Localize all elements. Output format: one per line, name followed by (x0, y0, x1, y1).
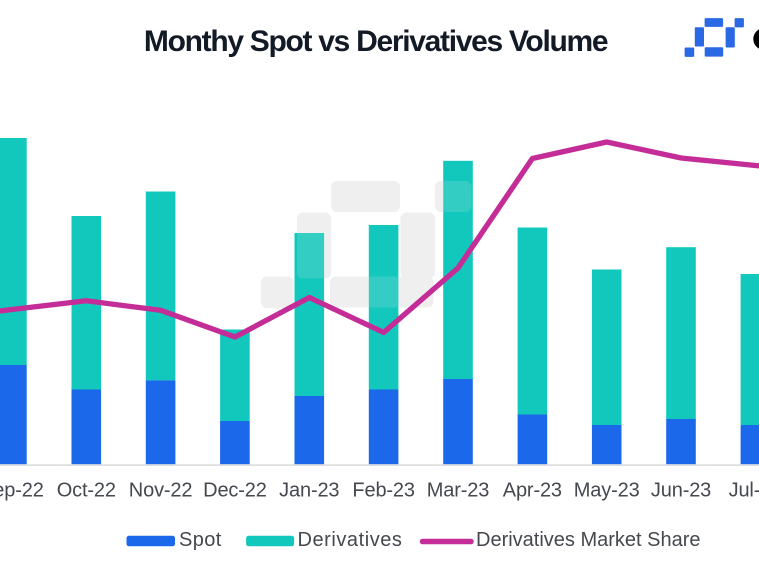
svg-text:Spot: Spot (179, 529, 222, 551)
svg-text:May-23: May-23 (574, 480, 640, 502)
svg-text:Apr-23: Apr-23 (503, 480, 562, 502)
svg-text:Dec-22: Dec-22 (203, 480, 267, 502)
svg-text:Nov-22: Nov-22 (129, 480, 193, 502)
svg-text:Derivatives Market Share: Derivatives Market Share (476, 529, 701, 551)
svg-text:Jan-23: Jan-23 (279, 480, 339, 502)
svg-text:Monthy Spot vs Derivatives Vol: Monthy Spot vs Derivatives Volume (144, 25, 608, 58)
svg-text:Mar-23: Mar-23 (427, 480, 489, 502)
svg-text:Oct-22: Oct-22 (57, 480, 116, 502)
svg-text:Jul-23: Jul-23 (729, 480, 759, 502)
svg-text:Jun-23: Jun-23 (651, 480, 711, 502)
svg-text:Sep-22: Sep-22 (0, 480, 44, 502)
svg-text:Derivatives: Derivatives (298, 529, 403, 551)
svg-text:Feb-23: Feb-23 (352, 480, 414, 502)
